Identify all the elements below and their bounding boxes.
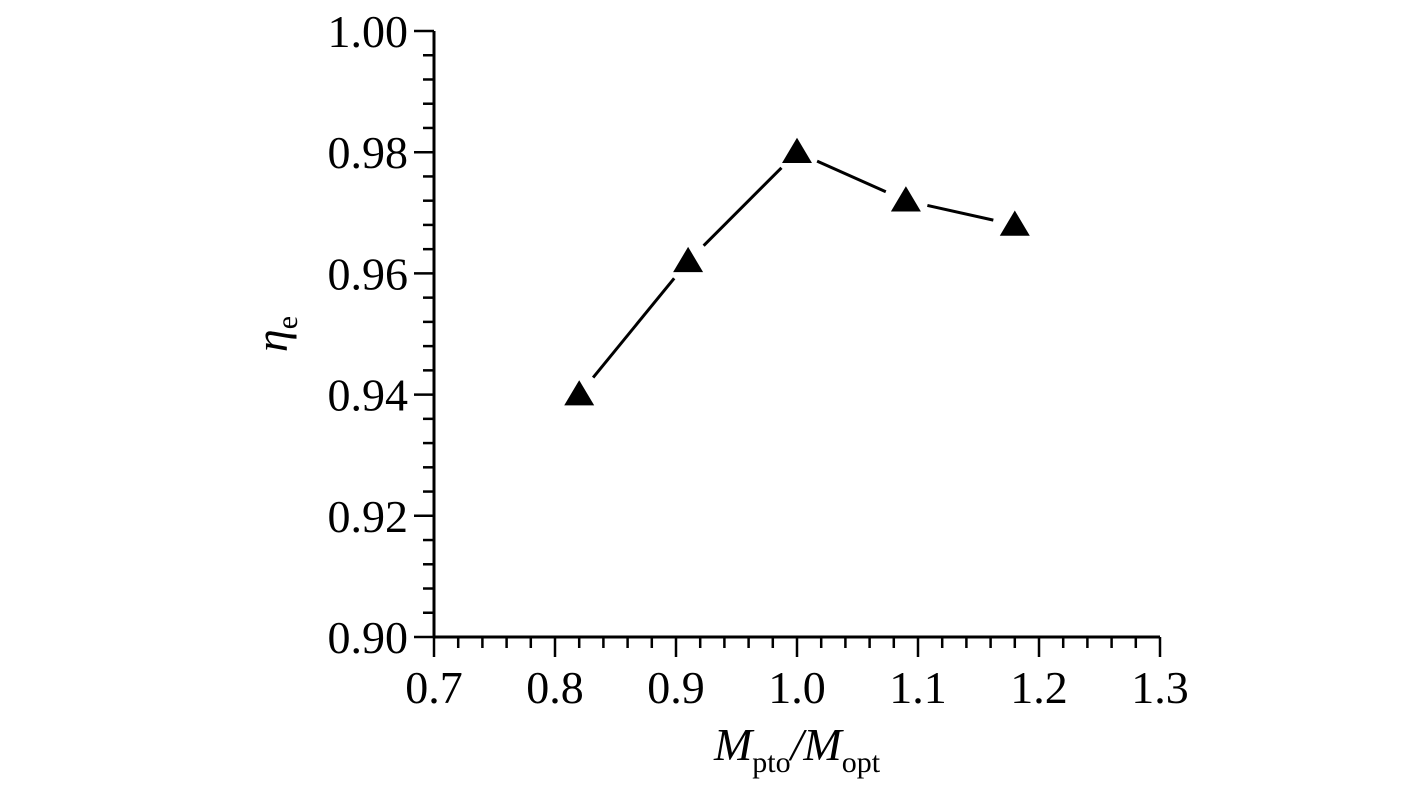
x-axis-label-main: M xyxy=(713,719,755,770)
triangle-marker xyxy=(782,137,812,163)
y-axis-label: ηe xyxy=(246,316,304,352)
series-markers xyxy=(564,137,1030,406)
y-axis-tick-labels: 0.90 0.92 0.94 0.96 0.98 1.00 xyxy=(328,6,409,663)
x-tick-label: 0.9 xyxy=(647,662,705,713)
x-tick-label: 0.8 xyxy=(526,662,584,713)
x-axis-label: Mpto/Mopt xyxy=(713,719,881,779)
x-tick-label: 1.2 xyxy=(1010,662,1068,713)
series-lines xyxy=(591,159,994,379)
y-axis-label-main: η xyxy=(246,329,297,352)
x-tick-label: 1.1 xyxy=(889,662,947,713)
y-tick-label: 0.94 xyxy=(328,370,409,421)
x-tick-label: 1.0 xyxy=(768,662,826,713)
triangle-marker xyxy=(999,210,1030,236)
y-tick-label: 1.00 xyxy=(328,6,409,57)
x-axis-label-sub2: opt xyxy=(842,746,881,779)
x-tick-label: 1.3 xyxy=(1131,662,1189,713)
y-tick-label: 0.96 xyxy=(328,248,409,299)
y-tick-label: 0.92 xyxy=(328,491,409,542)
y-tick-label: 0.90 xyxy=(328,612,409,663)
series-line-segment xyxy=(816,159,887,194)
x-axis-label-sub1: pto xyxy=(752,746,790,779)
x-tick-label: 0.7 xyxy=(405,662,463,713)
y-axis-ticks xyxy=(414,29,434,639)
series-line-segment xyxy=(702,166,783,247)
triangle-marker xyxy=(673,246,704,273)
triangle-marker xyxy=(564,380,595,406)
triangle-marker xyxy=(890,186,921,212)
x-axis-label-sep: /M xyxy=(788,719,845,770)
y-tick-label: 0.98 xyxy=(328,127,409,178)
x-axis-tick-labels: 0.7 0.8 0.9 1.0 1.1 1.2 1.3 xyxy=(405,662,1189,713)
axes xyxy=(432,31,1160,639)
series-line-segment xyxy=(591,277,676,379)
y-axis-label-sub: e xyxy=(271,316,304,329)
x-axis-ticks xyxy=(432,637,1162,657)
series-line-segment xyxy=(927,203,994,222)
